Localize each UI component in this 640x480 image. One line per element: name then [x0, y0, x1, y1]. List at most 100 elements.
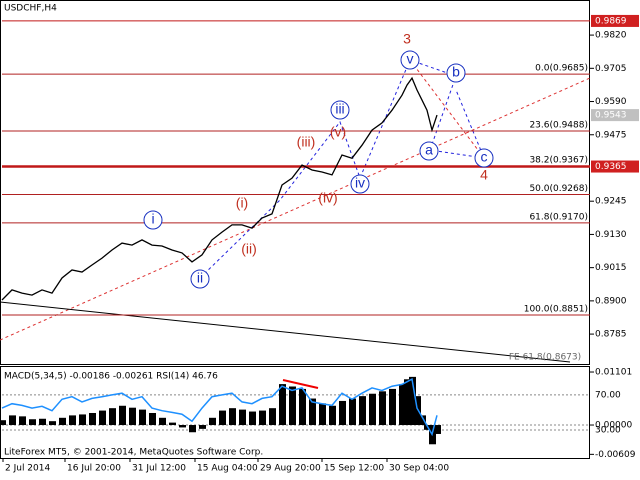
macd-bar — [89, 412, 96, 426]
y-tick-label: 0.9130 — [595, 230, 627, 240]
macd-bar — [239, 409, 246, 426]
y2-tick-label: 70.00 — [595, 390, 621, 400]
chart-title: USDCHF,H4 — [4, 4, 57, 14]
price-tag-label: 0.9869 — [595, 16, 627, 26]
macd-bar — [79, 414, 86, 426]
macd-bar — [399, 384, 406, 426]
macd-bar — [329, 405, 336, 426]
y-tick-label: 0.9820 — [595, 31, 627, 41]
macd-bar — [319, 403, 326, 426]
wave-circle — [330, 100, 350, 120]
macd-bar — [219, 410, 226, 426]
x-tick-label: 29 Aug 20:00 — [260, 464, 321, 474]
x-tick-label: 30 Sep 04:00 — [389, 464, 449, 474]
macd-bar — [189, 425, 196, 433]
y2-tick-label: 30.00 — [595, 425, 621, 435]
macd-bar — [299, 388, 306, 426]
macd-bar — [29, 419, 36, 426]
footer: LiteForex MT5, © 2001-2014, MetaQuotes S… — [4, 448, 263, 458]
macd-bar — [279, 384, 286, 426]
fib-label: 38.2(0.9367) — [529, 155, 588, 165]
wave-label: 3 — [403, 31, 411, 47]
wave-circle — [446, 63, 466, 83]
wave-label: iii — [335, 101, 344, 117]
wave-label: i — [151, 211, 154, 227]
main-frame — [0, 0, 590, 365]
sub-frame — [0, 366, 590, 459]
wave-circle — [143, 210, 163, 230]
macd-bar — [309, 398, 316, 426]
y-tick-label: 0.00000 — [595, 421, 632, 431]
macd-bar — [0, 420, 6, 426]
wave-label: (iii) — [297, 134, 316, 150]
fib-label: 61.8(0.9170) — [529, 212, 588, 222]
y-tick-label: 0.9475 — [595, 130, 627, 140]
divergence-line — [282, 379, 319, 389]
macd-bar — [99, 410, 106, 426]
macd-bar — [149, 412, 156, 426]
wave-label: (ii) — [241, 241, 257, 257]
macd-bar — [119, 405, 126, 426]
wave-label: a — [425, 142, 433, 158]
macd-bar — [389, 388, 396, 426]
macd-bar — [259, 410, 266, 426]
macd-bar — [139, 409, 146, 426]
macd-bar — [434, 425, 441, 434]
y-tick-label: 0.8900 — [595, 296, 627, 306]
macd-bar — [289, 386, 296, 426]
macd-bar — [9, 415, 16, 426]
wave-label: 4 — [480, 167, 488, 183]
wave-circle — [419, 141, 439, 161]
price-tag-label: 0.9543 — [595, 111, 627, 121]
macd-bar — [209, 417, 216, 426]
wave-label: c — [481, 149, 488, 165]
wave-circle — [350, 174, 370, 194]
wave-circle — [474, 148, 494, 168]
trend-line — [0, 301, 571, 363]
macd-bar — [109, 408, 116, 426]
macd-bar — [379, 391, 386, 426]
macd-bar — [39, 418, 46, 426]
x-tick-label: 15 Sep 12:00 — [324, 464, 384, 474]
fib-label: 100.0(0.8851) — [524, 305, 588, 315]
fib-label: 23.6(0.9488) — [529, 121, 588, 131]
y-tick-label: 0.9015 — [595, 263, 627, 273]
x-tick-label: 2 Jul 2014 — [5, 464, 50, 474]
x-tick-label: 31 Jul 12:00 — [132, 464, 186, 474]
macd-bar — [269, 408, 276, 426]
price-tag — [591, 160, 639, 173]
macd-bar — [169, 422, 176, 426]
fib-label: 50.0(0.9268) — [529, 184, 588, 194]
macd-bar — [409, 376, 416, 426]
macd-bar — [339, 400, 346, 426]
y-tick-label: 0.9245 — [595, 197, 627, 207]
price-tag-label: 0.9365 — [595, 162, 627, 172]
price-tag — [591, 109, 639, 122]
macd-bar — [249, 411, 256, 426]
wave-label: (v) — [330, 124, 346, 140]
macd-bar — [419, 415, 426, 426]
level-annotation: FE 61.8(0.8673) — [509, 353, 581, 363]
y-tick-label: 0.9590 — [595, 97, 627, 107]
y-tick-label: 0.8785 — [595, 330, 627, 340]
macd-bar — [59, 417, 66, 426]
fib-label: 0.0(0.9685) — [535, 64, 588, 74]
wave-path — [409, 59, 485, 159]
macd-bar — [49, 421, 56, 426]
macd-bar — [69, 415, 76, 426]
macd-bar — [129, 407, 136, 426]
y-tick-label: -0.00609 — [595, 450, 636, 460]
price-tag — [591, 14, 639, 27]
macd-bar — [349, 398, 356, 426]
wave-label: b — [452, 64, 460, 80]
macd-bar — [199, 425, 206, 429]
wave-label: iv — [355, 175, 365, 191]
rsi-line — [1, 377, 438, 437]
macd-bar — [159, 417, 166, 426]
macd-bar — [229, 408, 236, 426]
wave-label: v — [407, 51, 414, 67]
wave-label: (iv) — [318, 190, 337, 206]
x-tick-label: 16 Jul 20:00 — [67, 464, 121, 474]
